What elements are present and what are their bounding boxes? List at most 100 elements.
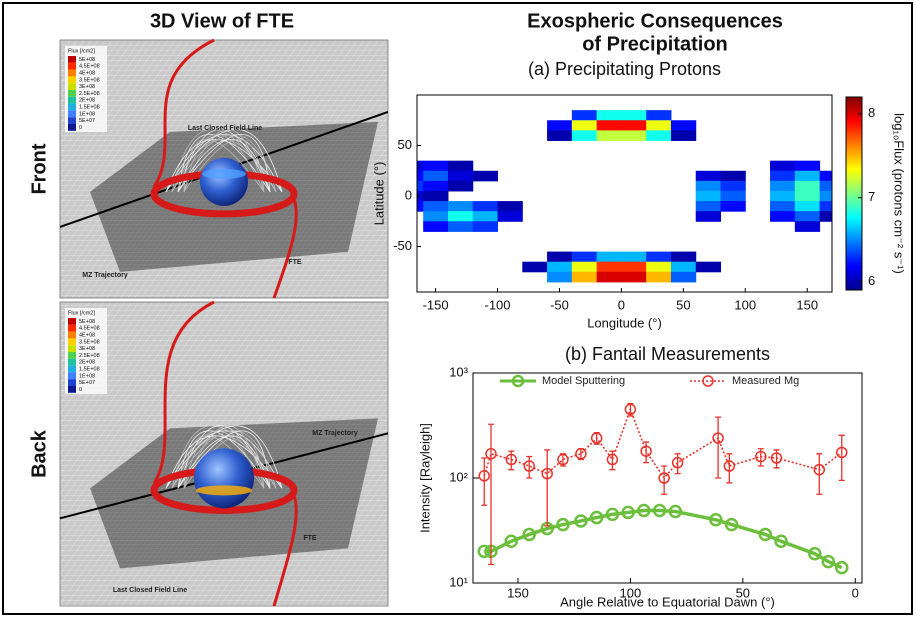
marker [504, 534, 518, 548]
series-line [484, 508, 843, 570]
heat-cell [571, 130, 598, 141]
heatmap [417, 110, 832, 283]
legend-swatch [68, 103, 76, 111]
marker [477, 544, 491, 559]
heat-cell [794, 180, 821, 192]
marker [574, 514, 588, 528]
legend-swatch [68, 331, 76, 339]
heat-cell [621, 261, 647, 273]
legend-swatch [68, 90, 76, 97]
field-line [171, 430, 277, 489]
legend-label: 4E+08 [79, 70, 95, 76]
heat-cell [447, 211, 474, 222]
legend-swatch [68, 338, 76, 346]
x-tick-label: 100 [734, 297, 756, 312]
x-tick-label: 150 [507, 585, 529, 600]
annotation: Last Closed Field Line [113, 587, 187, 594]
legend-label: 3E+08 [79, 346, 95, 352]
field-line [177, 129, 271, 193]
legend-label: 5E+08 [79, 319, 95, 325]
x-tick-label: 50 [676, 297, 690, 312]
heat-cell [819, 211, 832, 222]
field-line [183, 134, 265, 193]
legend-label: 2E+08 [79, 360, 95, 366]
marker [652, 503, 667, 518]
colorbar-tick-label: 7 [868, 189, 875, 204]
heat-cell [646, 110, 672, 121]
fte-tube [152, 300, 298, 607]
y-tick-label: 50 [398, 137, 412, 152]
fte-tube [152, 38, 298, 299]
marker [755, 450, 767, 463]
heat-cell [670, 271, 697, 283]
field-line [177, 139, 271, 193]
field-line [171, 435, 277, 489]
field-line [171, 129, 277, 193]
x-axis-label: Longitude (°) [587, 315, 662, 330]
legend-label: 4E+08 [79, 332, 95, 338]
heat-cell [695, 180, 722, 192]
heat-cell [794, 221, 821, 232]
marker [658, 472, 670, 484]
heat-cell [571, 120, 598, 131]
heat-cell [646, 120, 672, 131]
views: Flux [/cm2]5E+084.5E+084E+083.5E+083E+08… [28, 38, 389, 607]
heat-cell [621, 271, 647, 283]
chart-title: (a) Precipitating Protons [528, 59, 721, 79]
heat-cell [621, 120, 647, 131]
heat-cell [695, 211, 722, 222]
legend-label: 5E+07 [79, 118, 95, 124]
heat-cell [596, 261, 622, 273]
y-tick-label: 0 [405, 187, 412, 202]
legend-swatch [68, 62, 76, 70]
legend-swatch [68, 386, 76, 393]
heat-cell [819, 170, 832, 182]
heat-cell [547, 120, 573, 131]
heat-cell [571, 110, 598, 121]
colorbar-label: log₁₀Flux (protons cm⁻² s⁻¹) [892, 113, 907, 274]
heat-cell [670, 130, 697, 141]
legend-swatch [68, 110, 76, 118]
field-line [165, 134, 283, 193]
field-line [165, 425, 283, 489]
legend-swatch [68, 379, 76, 386]
marker [836, 446, 848, 459]
marker [485, 448, 497, 460]
heat-cell [794, 190, 821, 202]
marker [821, 554, 836, 569]
annotation: Last Closed Field Line [188, 125, 262, 132]
heat-cell [423, 180, 449, 192]
marker [808, 546, 822, 561]
legend-title: Flux [/cm2] [68, 48, 95, 54]
legend-label: 4.5E+08 [79, 326, 100, 332]
view-label: Back [28, 429, 50, 478]
field-line [171, 139, 277, 193]
field-line [165, 435, 283, 489]
error-bar [643, 441, 650, 464]
x-tick-label: -150 [423, 297, 449, 312]
x-tick-label: 0 [852, 585, 859, 600]
legend-swatch [68, 365, 76, 373]
heat-cell [596, 110, 622, 121]
heat-cell [621, 251, 647, 263]
legend-swatch [68, 372, 76, 380]
error-bar [487, 423, 494, 566]
heat-cell [621, 110, 647, 121]
field-line [171, 425, 277, 489]
heat-cell [417, 170, 424, 182]
planet [200, 157, 248, 206]
heat-cell [670, 261, 697, 273]
legend-swatch [68, 76, 76, 84]
heat-cell [720, 170, 746, 182]
heat-cell [646, 130, 672, 141]
heat-cell [417, 201, 424, 212]
heat-cell [770, 211, 796, 222]
heat-cell [571, 261, 598, 273]
marker [724, 517, 739, 532]
heat-cell [794, 211, 821, 222]
heat-cell [646, 251, 672, 263]
right-title: of Precipitation [582, 33, 728, 55]
heat-cell [695, 201, 722, 212]
heat-cell [423, 201, 449, 212]
